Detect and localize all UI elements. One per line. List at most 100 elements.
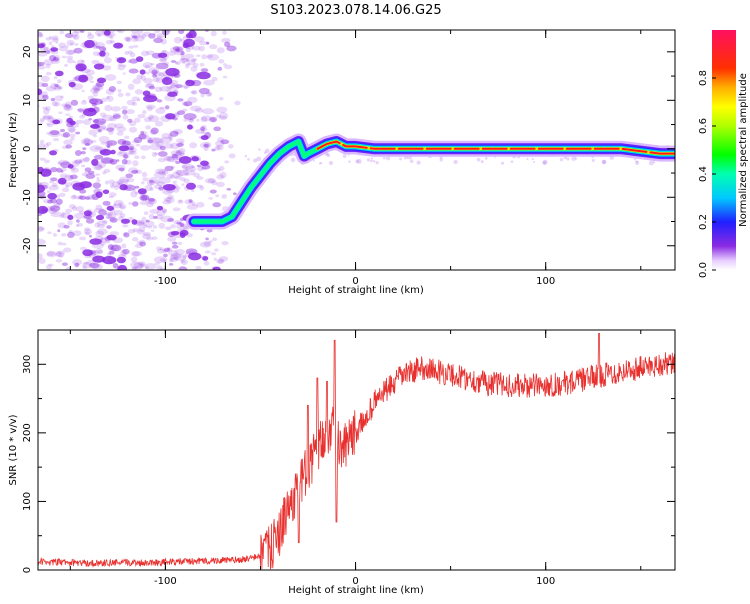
noise-blob xyxy=(38,226,45,231)
noise-blob xyxy=(148,136,152,140)
noise-blob xyxy=(199,62,205,67)
noise-blob xyxy=(68,115,73,119)
noise-blob xyxy=(151,151,157,157)
noise-blob xyxy=(206,41,210,45)
noise-blob xyxy=(170,165,175,169)
snr-axes: -100 0 100 0 100 200 300 xyxy=(22,329,675,587)
noise-blob xyxy=(136,240,142,245)
noise-blob xyxy=(174,112,180,118)
noise-blob xyxy=(164,105,170,110)
noise-blob xyxy=(146,202,154,208)
noise-blob xyxy=(83,228,93,235)
noise-blob xyxy=(63,139,73,146)
noise-blob xyxy=(160,215,173,223)
noise-blob xyxy=(201,125,207,129)
noise-blob xyxy=(84,156,90,162)
noise-blob xyxy=(218,96,224,101)
noise-blob xyxy=(601,159,607,165)
noise-blob xyxy=(156,246,162,251)
noise-blob xyxy=(109,40,116,44)
noise-blob xyxy=(73,30,82,34)
noise-blob xyxy=(80,59,85,63)
noise-blob xyxy=(50,118,59,126)
noise-blob xyxy=(109,192,117,198)
noise-blob xyxy=(121,142,131,149)
noise-blob xyxy=(52,232,58,237)
noise-blob xyxy=(69,42,74,46)
noise-blob xyxy=(189,118,194,122)
noise-blob xyxy=(122,64,127,68)
noise-blob xyxy=(196,71,211,80)
noise-blob xyxy=(114,185,120,190)
noise-blob xyxy=(61,145,69,150)
noise-blob xyxy=(356,158,362,164)
noise-blob xyxy=(127,167,139,174)
noise-blob xyxy=(178,199,183,203)
noise-blob xyxy=(48,185,59,191)
noise-blob xyxy=(72,230,82,237)
noise-blob xyxy=(106,127,115,132)
noise-blob xyxy=(143,211,149,215)
noise-blob xyxy=(148,213,155,220)
noise-blob xyxy=(149,180,153,184)
noise-blob xyxy=(206,54,213,59)
noise-blob xyxy=(75,196,81,200)
noise-blob xyxy=(174,248,185,256)
noise-blob xyxy=(59,30,65,35)
noise-blob xyxy=(66,39,75,46)
noise-blob xyxy=(64,33,74,39)
noise-blob xyxy=(116,126,127,132)
noise-blob xyxy=(169,174,175,179)
noise-blob xyxy=(127,50,134,55)
noise-blob xyxy=(53,55,61,61)
noise-blob xyxy=(172,207,181,212)
noise-blob xyxy=(84,254,91,259)
noise-blob xyxy=(72,259,83,266)
noise-blob xyxy=(96,176,100,180)
noise-blob xyxy=(185,33,193,39)
noise-blob xyxy=(164,113,176,120)
noise-blob xyxy=(78,195,83,200)
noise-blob xyxy=(185,173,191,176)
noise-blob xyxy=(55,41,59,44)
noise-blob xyxy=(54,84,59,88)
noise-blob xyxy=(165,188,175,194)
noise-blob xyxy=(169,254,179,261)
noise-blob xyxy=(143,77,153,84)
noise-blob xyxy=(67,79,76,85)
noise-blob xyxy=(82,262,92,269)
noise-blob xyxy=(127,59,132,64)
noise-blob xyxy=(174,46,184,52)
noise-blob xyxy=(57,222,66,229)
noise-blob xyxy=(110,244,122,252)
noise-blob xyxy=(178,141,185,146)
noise-blob xyxy=(122,72,126,75)
noise-blob xyxy=(51,58,61,64)
noise-blob xyxy=(137,114,146,119)
noise-blob xyxy=(375,161,379,165)
noise-blob xyxy=(74,262,80,268)
noise-blob xyxy=(133,117,141,123)
noise-blob xyxy=(167,250,179,256)
noise-blob xyxy=(74,212,85,220)
noise-blob xyxy=(47,231,52,235)
noise-blob xyxy=(65,45,69,48)
noise-blob xyxy=(140,130,145,135)
noise-blob xyxy=(102,171,107,175)
noise-blob xyxy=(162,183,176,191)
noise-blob xyxy=(196,176,204,180)
noise-blob xyxy=(100,141,107,145)
spectrogram-xtick-0: 0 xyxy=(352,276,358,287)
noise-blob xyxy=(58,46,68,52)
noise-blob xyxy=(144,64,150,69)
noise-blob xyxy=(135,169,142,174)
noise-blob xyxy=(124,159,132,165)
noise-blob xyxy=(207,178,216,184)
noise-blob xyxy=(189,125,195,130)
snr-ytick-200: 200 xyxy=(22,423,33,442)
noise-blob xyxy=(148,176,158,184)
noise-blob xyxy=(189,169,196,176)
noise-blob xyxy=(124,135,130,140)
noise-blob xyxy=(65,49,75,56)
noise-blob xyxy=(74,43,79,46)
